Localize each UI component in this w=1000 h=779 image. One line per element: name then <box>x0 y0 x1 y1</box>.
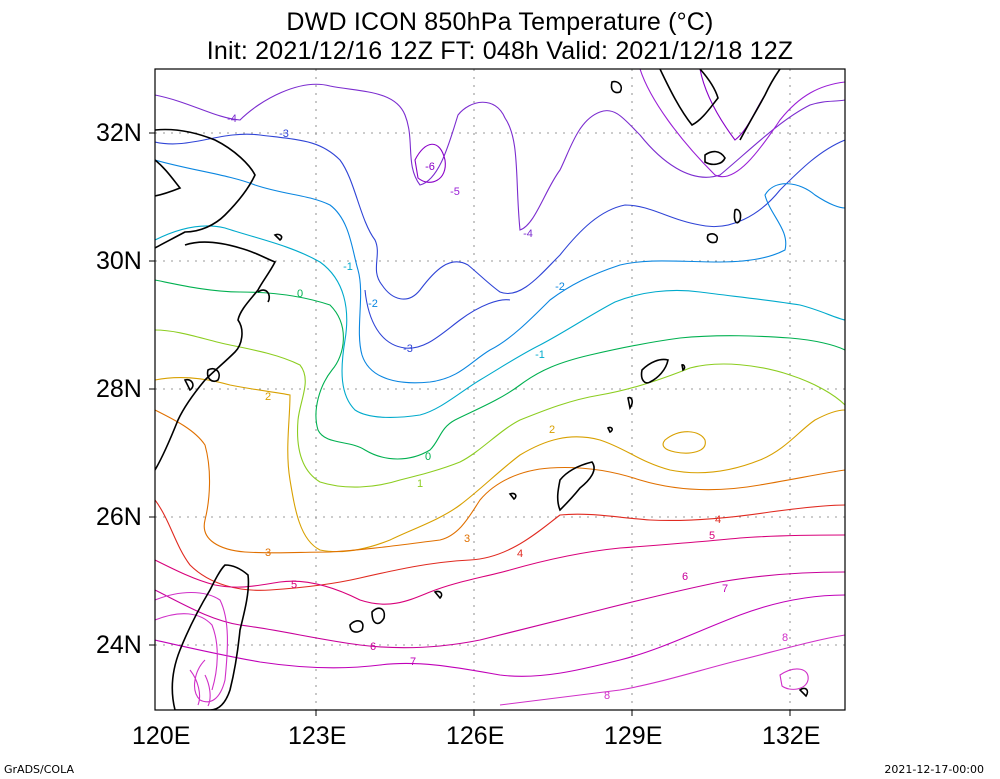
label-m4: -4 <box>227 113 237 125</box>
lon-label-120e: 120E <box>132 722 191 750</box>
isotherm-m6-line <box>699 69 766 141</box>
isotherm-m1-line <box>155 225 845 418</box>
isotherm-m2-line <box>155 159 845 384</box>
isotherm-4-line <box>155 499 845 591</box>
label-3b: 3 <box>464 533 470 545</box>
lat-label-24n: 24N <box>96 631 142 659</box>
label-2b: 2 <box>549 424 555 436</box>
label-7: 7 <box>410 656 416 668</box>
lon-label-126e: 126E <box>446 722 505 750</box>
lat-label-32n: 32N <box>96 119 142 147</box>
label-m2b: -2 <box>555 281 565 293</box>
frame-ticks <box>149 132 791 716</box>
isotherm-8-loop <box>779 668 809 690</box>
label-4b: 4 <box>715 514 721 526</box>
isotherm-3-line <box>155 409 845 554</box>
label-3: 3 <box>265 547 271 559</box>
isotherm-2-line <box>155 376 845 553</box>
isotherm-labels: -6 -5 -4 -4 -3 -3 -2 -2 -1 -1 0 0 1 2 2 … <box>227 113 788 702</box>
isotherm-m5-line <box>639 69 845 178</box>
coastlines <box>155 69 809 710</box>
lon-label-132e: 132E <box>762 722 821 750</box>
label-8b: 8 <box>604 690 610 702</box>
taiwan-isotherms <box>155 592 228 707</box>
isotherm-6-line <box>155 571 845 649</box>
label-7b: 7 <box>722 583 728 595</box>
isotherm-m3-line <box>155 133 845 300</box>
label-m3b: -3 <box>403 343 413 355</box>
isotherm-m3-loop <box>364 289 511 349</box>
label-0: 0 <box>297 288 303 300</box>
gridlines <box>155 69 845 710</box>
label-m1: -1 <box>343 261 353 273</box>
lat-label-30n: 30N <box>96 247 142 275</box>
label-5b: 5 <box>709 530 715 542</box>
label-6b: 6 <box>682 571 688 583</box>
label-8: 8 <box>782 632 788 644</box>
footer-software: GrADS/COLA <box>4 763 74 776</box>
chart-subtitle: Init: 2021/12/16 12Z FT: 048h Valid: 202… <box>206 37 794 65</box>
label-0b: 0 <box>425 451 431 463</box>
label-4: 4 <box>517 548 523 560</box>
isotherm-7-line <box>155 594 845 677</box>
label-m1b: -1 <box>535 349 545 361</box>
isotherm-5-line <box>155 534 845 605</box>
lat-label-28n: 28N <box>96 375 142 403</box>
lon-label-129e: 129E <box>604 722 663 750</box>
lat-label-26n: 26N <box>96 503 142 531</box>
label-m3: -3 <box>279 128 289 140</box>
footer-timestamp: 2021-12-17-00:00 <box>884 763 984 776</box>
isotherm-8-line <box>499 634 845 706</box>
label-5: 5 <box>291 579 297 591</box>
isotherm-m4-line <box>155 83 845 231</box>
label-1: 1 <box>417 478 423 490</box>
lon-label-123e: 123E <box>288 722 347 750</box>
label-m4b: -4 <box>523 228 533 240</box>
label-m2: -2 <box>368 298 378 310</box>
label-6: 6 <box>370 641 376 653</box>
isotherm-0-line <box>155 279 845 460</box>
label-2: 2 <box>265 391 271 403</box>
label-m5: -5 <box>450 186 460 198</box>
label-m6: -6 <box>425 161 435 173</box>
chart-title: DWD ICON 850hPa Temperature (°C) <box>286 8 714 36</box>
isotherm-2-loop <box>662 431 706 454</box>
isotherm-m6-small <box>414 143 446 183</box>
isotherm-1-line <box>155 329 845 488</box>
